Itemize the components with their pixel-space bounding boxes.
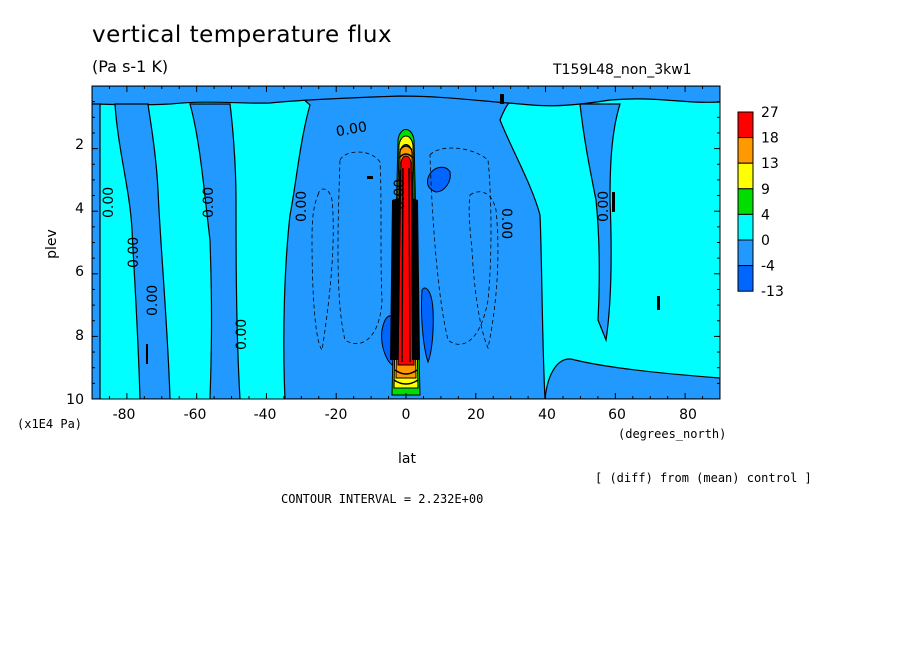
field-plume-black-band (390, 198, 399, 360)
colorbar: 27 18 13 9 4 0 -4 -13 (737, 105, 784, 300)
y-axis-label: plev (44, 229, 60, 259)
colorbar-swatch (737, 137, 754, 164)
contour-label: 0.00 (335, 119, 368, 140)
colorbar-swatch (737, 162, 754, 190)
y-tick-label: 10 (66, 392, 84, 408)
colorbar-label: -13 (761, 284, 784, 300)
chart-title: vertical temperature flux (92, 22, 393, 48)
field-negative-right-bottom (544, 358, 720, 399)
x-tick-label: -20 (325, 407, 348, 423)
run-id-label: T159L48_non_3kw1 (553, 62, 692, 78)
y-axis-units: (x1E4 Pa) (17, 417, 82, 431)
contour-label: 0.00 (294, 191, 310, 222)
colorbar-label: 27 (761, 105, 779, 121)
colorbar-label: 4 (761, 207, 770, 223)
contour-label: 0.00 (498, 208, 514, 239)
x-axis-units: (degrees_north) (618, 427, 726, 441)
x-tick-label: 40 (538, 407, 556, 423)
x-tick-label: -40 (254, 407, 277, 423)
x-tick-label: 20 (467, 407, 485, 423)
y-tick-label: 2 (75, 137, 84, 153)
field-dark-blue-pocket-right (420, 287, 434, 364)
colorbar-label: 13 (761, 156, 779, 172)
field-plume-black-band-right (411, 198, 420, 360)
field-negative-left-column (114, 103, 171, 399)
contour-interval: CONTOUR INTERVAL = 2.232E+00 (281, 492, 483, 506)
field-negative-left-broad (189, 103, 241, 399)
colorbar-label: -4 (761, 259, 775, 275)
contour-label: 0.00 (392, 179, 408, 210)
colorbar-swatch (737, 265, 754, 292)
field-negative-left (92, 103, 101, 399)
field-negative-top-band (92, 86, 720, 107)
y-tick-label: 6 (75, 264, 84, 280)
contour-field (92, 86, 720, 399)
chart-units: (Pa s-1 K) (92, 57, 169, 76)
field-negative-right-column (579, 103, 621, 343)
field-dashed-contours (311, 147, 499, 351)
field-detail-marks (146, 94, 660, 364)
y-tick-labels: 2 4 6 8 10 (66, 137, 84, 408)
y-tick-label: 4 (75, 201, 84, 217)
x-tick-label: -60 (184, 407, 207, 423)
colorbar-swatch (737, 239, 754, 267)
x-tick-label: -80 (113, 407, 136, 423)
x-tick-label: 80 (679, 407, 697, 423)
contour-label: 0.00 (234, 319, 250, 350)
field-dark-blue-pocket-upper (427, 166, 451, 193)
contour-label: 0.00 (126, 237, 142, 268)
x-tick-marks (91, 86, 721, 399)
x-tick-labels: -80 -60 -40 -20 0 20 40 60 80 (113, 407, 697, 423)
y-tick-marks (92, 85, 720, 400)
y-tick-label: 8 (75, 328, 84, 344)
contour-label: 0.00 (145, 285, 161, 316)
contour-labels: 0.00 0.00 0.00 0.00 0.00 0.00 0.00 0.00 … (101, 119, 612, 350)
colorbar-swatch (737, 188, 754, 215)
colorbar-label: 0 (761, 233, 770, 249)
comparison-note: [ (diff) from (mean) control ] (595, 471, 812, 485)
contour-label: 0.00 (101, 187, 117, 218)
colorbar-label: 9 (761, 182, 770, 198)
contour-label: 0.00 (201, 187, 217, 218)
x-tick-label: 0 (402, 407, 411, 423)
colorbar-label: 18 (761, 131, 779, 147)
x-axis-label: lat (398, 451, 416, 467)
x-tick-label: 60 (608, 407, 626, 423)
contour-label: 0.00 (596, 191, 612, 222)
colorbar-swatch (737, 111, 754, 139)
colorbar-swatch (737, 213, 754, 241)
